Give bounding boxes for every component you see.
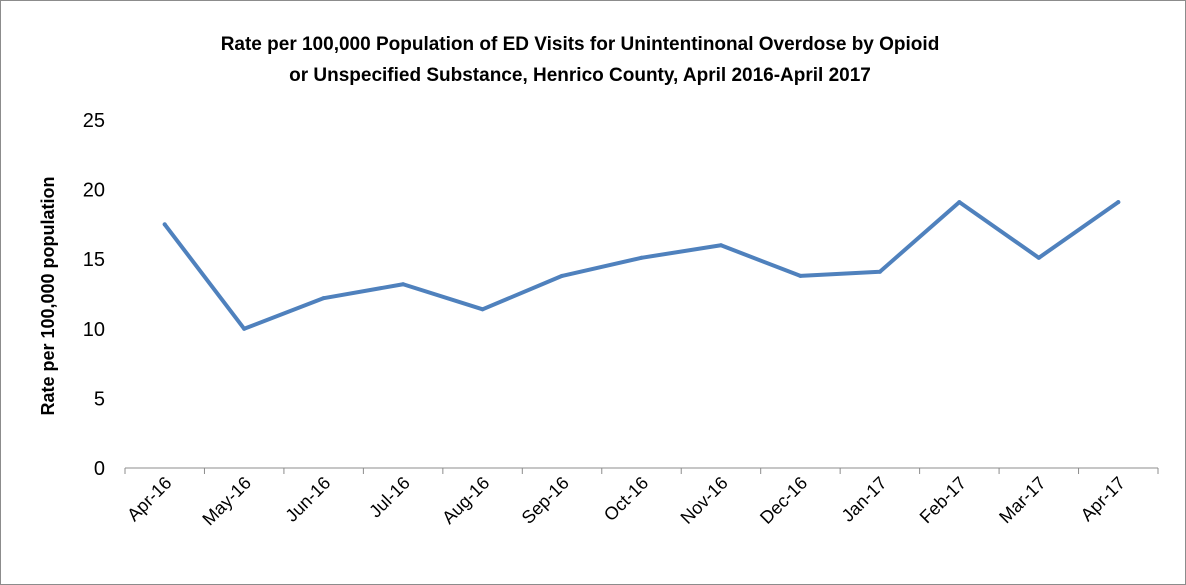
series-line [162,200,1121,331]
y-tick-label: 25 [83,110,105,132]
data-point [401,282,406,287]
y-axis-label: Rate per 100,000 population [38,176,58,415]
x-tick-label: Aug-16 [438,473,493,528]
y-axis-ticks: 0 5 10 15 20 25 [83,110,105,480]
chart-title-line-1: Rate per 100,000 Population of ED Visits… [221,34,940,55]
data-point [798,273,803,278]
data-point [877,269,882,274]
data-point [1116,200,1121,205]
data-point [162,222,167,227]
x-tick-label: May-16 [198,473,255,530]
x-tick-label: Dec-16 [756,473,811,528]
data-point [560,273,565,278]
x-tick-label: Jun-16 [281,473,334,526]
y-tick-label: 15 [83,249,105,271]
data-point [718,243,723,248]
data-point [480,307,485,312]
x-tick-label: Oct-16 [600,473,652,525]
x-tick-label: Jan-17 [838,473,891,526]
series-points [162,200,1121,331]
x-axis-ticks [124,468,1159,474]
x-tick-label: Sep-16 [518,473,573,528]
x-tick-label: Feb-17 [916,473,970,527]
x-axis-labels: Apr-16 May-16 Jun-16 Jul-16 Aug-16 Sep-16 Oct-… [123,473,1129,530]
x-tick-label: Jul-16 [365,473,414,522]
y-tick-label: 20 [83,180,105,202]
data-point [957,200,962,205]
data-point [321,296,326,301]
chart-title-line-2: or Unspecified Substance, Henrico County… [289,65,871,86]
data-point [639,255,644,260]
y-tick-label: 10 [83,319,105,341]
x-tick-label: Nov-16 [677,473,732,528]
x-tick-label: Apr-17 [1077,473,1129,525]
data-point [242,326,247,331]
x-tick-label: Mar-17 [995,473,1049,527]
data-point [1036,255,1041,260]
x-tick-label: Apr-16 [123,473,175,525]
y-tick-label: 0 [94,458,105,480]
y-tick-label: 5 [94,388,105,410]
